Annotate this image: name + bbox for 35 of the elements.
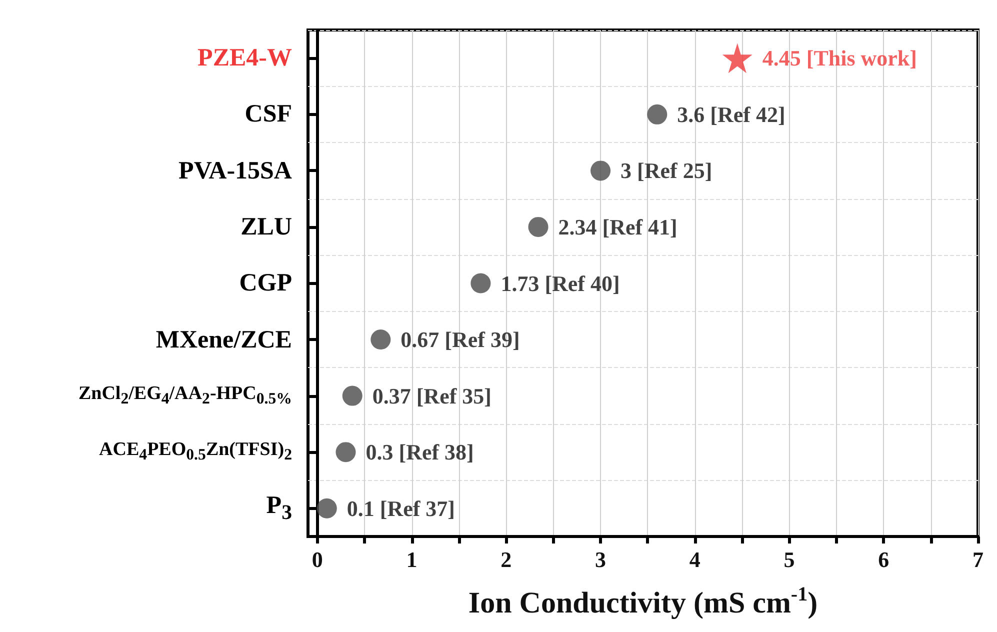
y-tick-label: CGP	[239, 270, 292, 297]
data-label: 0.3 [Ref 38]	[366, 440, 474, 465]
point	[342, 386, 362, 406]
y-tick-label: CSF	[244, 100, 292, 128]
y-tick-label: ACE$_{4}$PEO$_{0.5}$Zn(TFSI)$_{2}$	[99, 438, 292, 464]
point	[722, 43, 752, 74]
y-tick-label: ZnCl$_{2}$/EG$_{4}$/AA$_{2}$-HPC$_{0.5%}$	[78, 382, 292, 408]
point	[470, 273, 491, 294]
y-tick-label: P$_{3}$	[266, 492, 292, 524]
y-tick-label: ZLU	[240, 213, 292, 241]
data-label: 0.1 [Ref 37]	[346, 496, 456, 521]
point	[370, 330, 391, 350]
y-tick-label: PVA-15SA	[178, 156, 292, 184]
point	[590, 160, 611, 181]
data-label: 2.34 [Ref 41]	[558, 214, 678, 240]
x-tick-label: 5	[784, 547, 795, 572]
data-label: 3 [Ref 25]	[620, 158, 712, 184]
point	[528, 216, 548, 237]
point	[336, 442, 356, 462]
x-tick-label: 2	[500, 547, 512, 572]
x-tick-label: 3	[595, 547, 606, 572]
y-tick-label: PZE4-W	[198, 44, 292, 72]
x-tick-label: 4	[689, 547, 700, 572]
data-label: 0.67 [Ref 39]	[400, 327, 520, 352]
y-tick-label: MXene/ZCE	[156, 326, 292, 354]
x-tick-label: 1	[406, 547, 418, 572]
x-tick-label: 6	[878, 547, 890, 572]
data-label: 3.6 [Ref 42]	[677, 102, 786, 127]
point	[647, 104, 668, 124]
data-label: 1.73 [Ref 40]	[500, 270, 620, 296]
data-label: 4.45 [This work]	[762, 46, 917, 71]
x-tick-label: 0	[312, 547, 323, 572]
x-tick-label: 7	[972, 547, 984, 572]
data-label: 0.37 [Ref 35]	[372, 383, 492, 408]
point	[316, 498, 337, 518]
